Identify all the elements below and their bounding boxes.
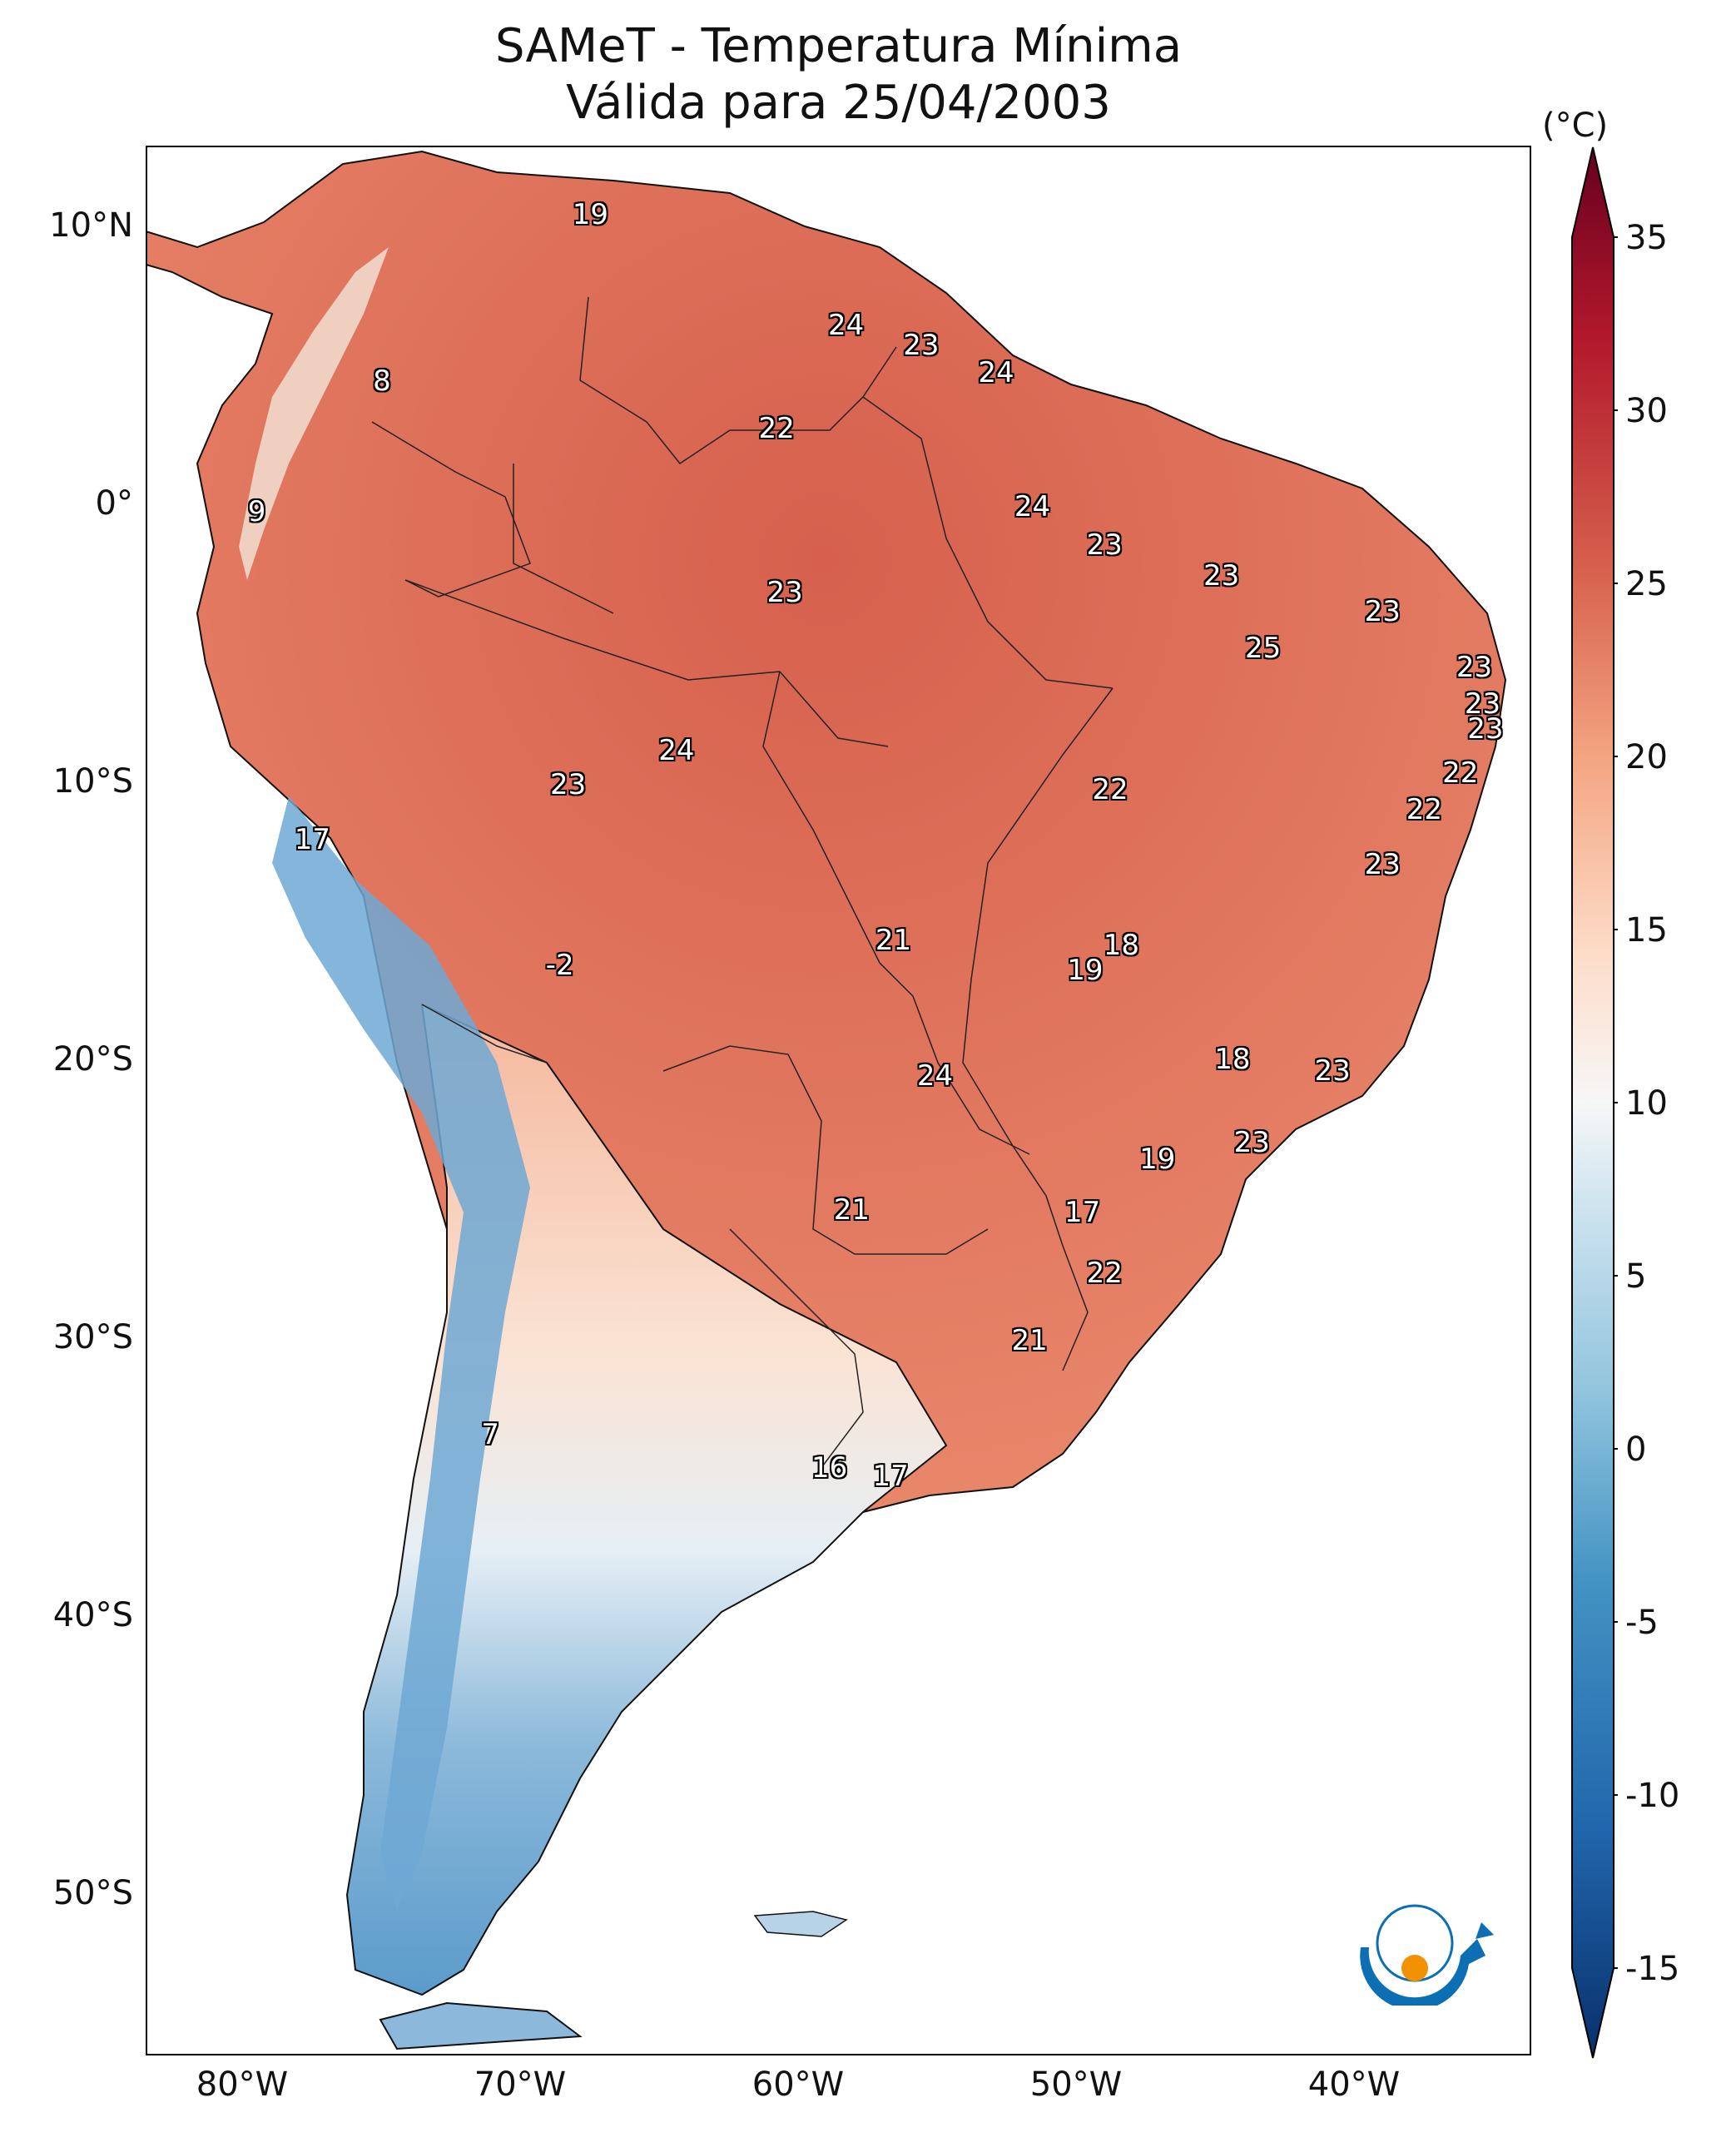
country-borders xyxy=(371,296,1114,1480)
lon-label-60w: 60°W xyxy=(751,2065,845,2104)
colorbar-tick-minus5: -5 xyxy=(1625,1604,1659,1642)
lon-label-50w: 50°W xyxy=(1029,2065,1123,2104)
andes-north xyxy=(239,247,389,580)
colorbar-tick-15: 15 xyxy=(1625,911,1668,950)
map-title: SAMeT - Temperatura Mínima Válida para 2… xyxy=(146,18,1531,131)
lat-label-20s: 20°S xyxy=(52,1040,133,1078)
map-area xyxy=(146,146,1531,2055)
temperature-map xyxy=(147,150,1507,2050)
colorbar-tick-35: 35 xyxy=(1625,219,1668,257)
colorbar-tick-0: 0 xyxy=(1625,1431,1647,1469)
colorbar xyxy=(1571,146,1618,2059)
map-title-line2: Válida para 25/04/2003 xyxy=(566,76,1111,130)
colorbar-tick-5: 5 xyxy=(1625,1257,1647,1296)
lat-label-50s: 50°S xyxy=(52,1874,133,1912)
lat-label-0: 0° xyxy=(95,484,133,523)
colorbar-tick-marks xyxy=(1614,236,1618,1969)
inpe-logo xyxy=(1360,1904,1494,2006)
colorbar-tick-30: 30 xyxy=(1625,392,1668,430)
tierra-del-fuego xyxy=(379,2001,583,2050)
falkland-islands xyxy=(753,1911,848,1937)
lon-label-40w: 40°W xyxy=(1307,2065,1401,2104)
continent-shape xyxy=(147,150,1507,1514)
colorbar-tick-minus10: -10 xyxy=(1625,1777,1680,1815)
colorbar-unit: (°C) xyxy=(1542,107,1609,145)
lon-label-70w: 70°W xyxy=(474,2065,567,2104)
lat-label-10n: 10°N xyxy=(49,206,133,245)
lon-label-80w: 80°W xyxy=(196,2065,289,2104)
colorbar-body xyxy=(1571,146,1614,2059)
lat-label-30s: 30°S xyxy=(52,1318,133,1356)
colorbar-tick-20: 20 xyxy=(1625,738,1668,776)
map-title-line1: SAMeT - Temperatura Mínima xyxy=(494,19,1183,73)
colorbar-tick-25: 25 xyxy=(1625,565,1668,603)
colorbar-tick-10: 10 xyxy=(1625,1084,1668,1123)
andes-band xyxy=(272,796,530,1912)
lat-label-10s: 10°S xyxy=(52,762,133,801)
lat-label-40s: 40°S xyxy=(52,1596,133,1634)
colorbar-tick-minus15: -15 xyxy=(1625,1950,1680,1988)
